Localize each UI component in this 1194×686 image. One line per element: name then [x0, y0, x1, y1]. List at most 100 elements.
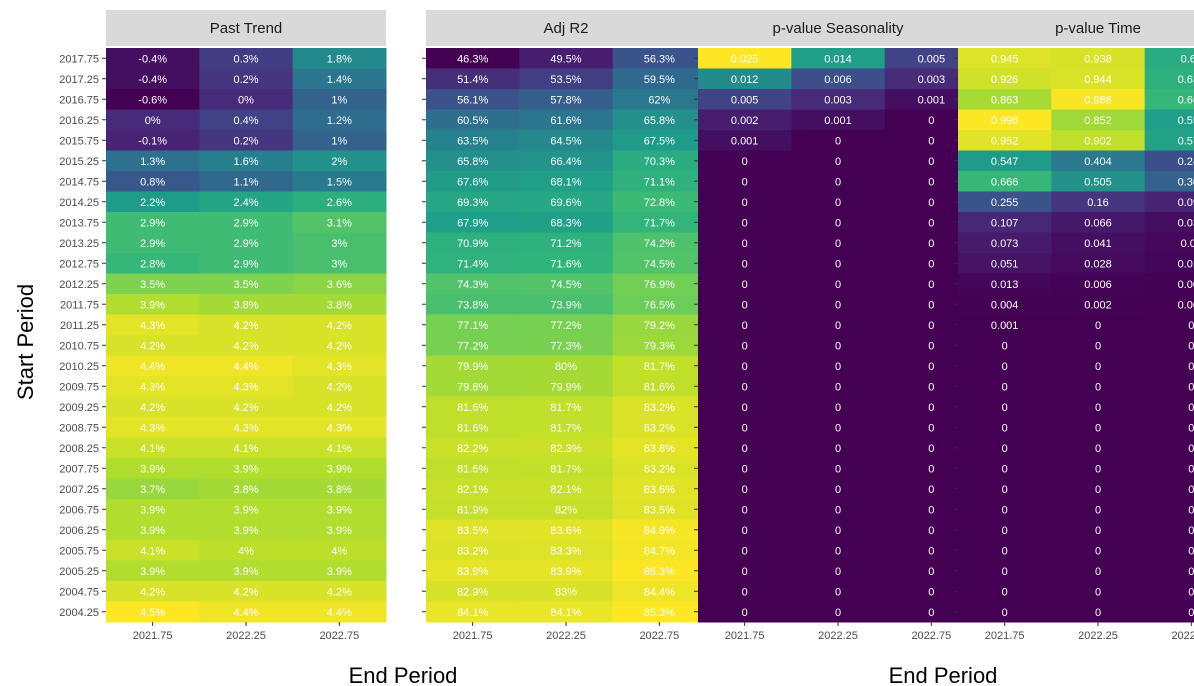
cell-label: 0 — [1188, 422, 1194, 434]
cell-label: 67.9% — [457, 217, 488, 229]
heatmap-cell — [612, 273, 707, 295]
heatmap-cell — [698, 48, 792, 69]
cell-label: 0 — [1095, 566, 1101, 578]
heatmap-cell — [1144, 109, 1194, 131]
heatmap-cell — [1051, 437, 1146, 459]
heatmap-cell — [958, 109, 1052, 131]
x-tick-label: 2022.75 — [911, 630, 951, 642]
y-tick-label: 2012.25 — [59, 279, 99, 291]
heatmap-cell — [106, 560, 200, 582]
heatmap-cell — [519, 540, 614, 561]
y-tick-label: 2007.25 — [59, 484, 99, 496]
cell-label: 77.2% — [550, 320, 581, 332]
heatmap-cell — [791, 540, 886, 561]
heatmap-cell — [612, 130, 707, 151]
cell-label: 3.8% — [327, 299, 352, 311]
heatmap-cell — [426, 109, 520, 131]
cell-label: 59.5% — [644, 74, 675, 86]
y-tick-label: 2005.25 — [59, 566, 99, 578]
cell-label: 0.554 — [1178, 115, 1194, 127]
heatmap-cell — [1051, 335, 1146, 356]
y-tick-label: 2008.75 — [59, 422, 99, 434]
cell-label: 4.2% — [140, 586, 165, 598]
heatmap-cell — [426, 335, 520, 356]
heatmap-cell — [292, 150, 387, 172]
cell-label: 0% — [238, 94, 254, 106]
cell-label: 0 — [1002, 340, 1008, 352]
cell-label: 0.005 — [731, 94, 759, 106]
cell-label: 0 — [1095, 586, 1101, 598]
cell-label: 0 — [742, 566, 748, 578]
heatmap-cell — [292, 212, 387, 233]
cell-label: 2.9% — [140, 217, 165, 229]
cell-label: 0.001 — [731, 135, 759, 147]
heatmap-cell — [106, 396, 200, 418]
cell-label: 0.051 — [991, 258, 1019, 270]
heatmap-cell — [958, 335, 1052, 356]
cell-label: 4.2% — [327, 586, 352, 598]
y-tick-label: 2012.75 — [59, 258, 99, 270]
heatmap-cell — [199, 314, 294, 336]
cell-label: 0.028 — [1084, 258, 1112, 270]
cell-label: 60.5% — [457, 115, 488, 127]
heatmap-cell — [612, 191, 707, 213]
strip-label: p-value Time — [1055, 20, 1141, 37]
cell-label: 83% — [555, 586, 577, 598]
heatmap-cell — [698, 212, 792, 233]
cell-label: 0 — [835, 176, 841, 188]
heatmap-cell — [791, 355, 886, 377]
cell-label: 0 — [1002, 484, 1008, 496]
cell-label: 71.2% — [550, 238, 581, 250]
heatmap-cell — [1144, 560, 1194, 582]
cell-label: 63.5% — [457, 135, 488, 147]
cell-label: 2.9% — [233, 217, 258, 229]
cell-label: 0 — [1095, 504, 1101, 516]
y-tick-label: 2006.25 — [59, 525, 99, 537]
heatmap-cell — [519, 68, 614, 90]
heatmap-cell — [884, 581, 979, 602]
heatmap-cell — [199, 355, 294, 377]
heatmap-cell — [791, 191, 886, 213]
y-tick-label: 2005.75 — [59, 545, 99, 557]
cell-label: 0 — [928, 279, 934, 291]
cell-label: 0.013 — [1178, 258, 1194, 270]
heatmap-cell — [791, 171, 886, 192]
cell-label: 71.7% — [644, 217, 675, 229]
cell-label: 0 — [1095, 525, 1101, 537]
heatmap-cell — [426, 581, 520, 602]
heatmap-cell — [791, 335, 886, 356]
cell-label: 2.9% — [233, 258, 258, 270]
cell-label: 0.4% — [233, 115, 258, 127]
heatmap-cell — [958, 294, 1052, 315]
cell-label: 0 — [1188, 402, 1194, 414]
heatmap-cell — [698, 376, 792, 397]
heatmap-cell — [612, 417, 707, 438]
cell-label: 82.1% — [457, 484, 488, 496]
heatmap-cell — [1051, 478, 1146, 500]
heatmap-cell — [884, 253, 979, 274]
cell-label: 0.025 — [731, 53, 759, 65]
heatmap-cell — [698, 519, 792, 541]
cell-label: 0 — [742, 197, 748, 209]
heatmap-cell — [612, 560, 707, 582]
heatmap-cell — [1051, 581, 1146, 602]
heatmap-cell — [958, 171, 1052, 192]
cell-label: 0 — [742, 176, 748, 188]
heatmap-cell — [1051, 171, 1146, 192]
heatmap-cell — [1144, 48, 1194, 69]
heatmap-cell — [884, 519, 979, 541]
cell-label: 0 — [742, 258, 748, 270]
cell-label: 0 — [742, 361, 748, 373]
cell-label: 0 — [1095, 381, 1101, 393]
heatmap-cell — [199, 601, 294, 623]
y-tick-label: 2009.75 — [59, 381, 99, 393]
cell-label: 0 — [928, 402, 934, 414]
heatmap-cell — [199, 376, 294, 397]
cell-label: 82.2% — [457, 443, 488, 455]
cell-label: 0 — [1188, 504, 1194, 516]
heatmap-cell — [958, 191, 1052, 213]
heatmap-cell — [106, 68, 200, 90]
y-tick-label: 2013.75 — [59, 217, 99, 229]
heatmap-cell — [292, 171, 387, 192]
heatmap-cell — [958, 314, 1052, 336]
